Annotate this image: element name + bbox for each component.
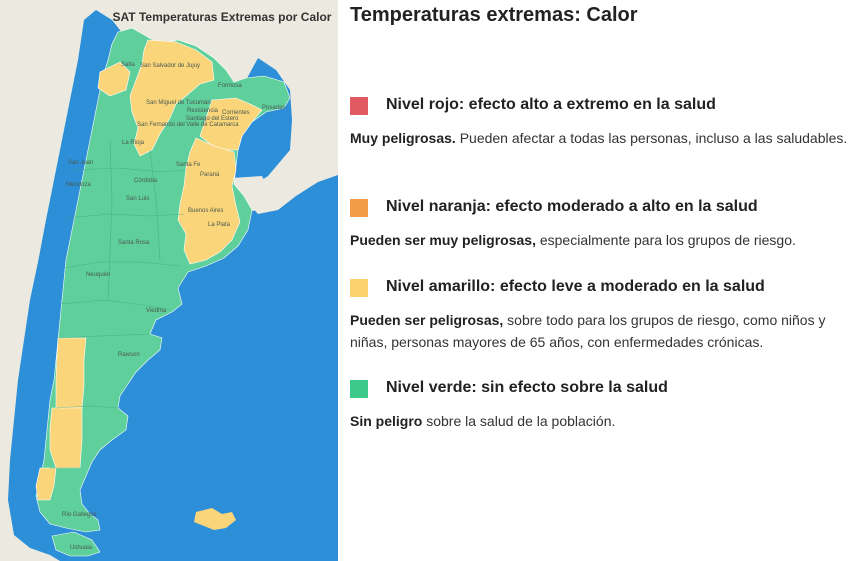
zone-yellow-malvinas [194, 508, 236, 530]
land-outside [0, 0, 338, 561]
swatch-yellow [350, 279, 368, 297]
zone-yellow-chubut [55, 337, 87, 409]
place-label: Salta [121, 62, 135, 68]
level-name: Nivel rojo: efecto alto a extremo en la … [386, 96, 716, 113]
place-label: San Miguel de Tucumán [146, 100, 211, 106]
level-desc-rest: sobre la salud de la población. [422, 413, 616, 429]
zone-green-tdf [51, 531, 101, 557]
place-label: La Plata [208, 222, 231, 228]
zone-yellow-santafe [177, 137, 241, 265]
level-green: Nivel verde: sin efecto sobre la salud S… [350, 378, 855, 432]
map-graphic [0, 0, 338, 561]
zone-yellow-jujuy [97, 61, 131, 97]
level-description: Pueden ser peligrosas, sobre todo para l… [350, 309, 855, 353]
level-desc-rest: sobre todo para los grupos de riesgo, co… [350, 312, 826, 350]
place-label: Paraná [200, 172, 220, 178]
level-yellow: Nivel amarillo: efecto leve a moderado e… [350, 277, 855, 353]
alert-map[interactable]: SAT Temperaturas Extremas por Calor Salt… [0, 0, 338, 561]
place-label: Viedma [146, 308, 167, 314]
place-label: Rawson [118, 352, 140, 358]
swatch-red [350, 97, 368, 115]
place-label: Santa Fe [176, 162, 201, 168]
level-desc-rest: Pueden afectar a todas las personas, inc… [455, 130, 848, 146]
level-description: Muy peligrosas. Pueden afectar a todas l… [350, 127, 855, 149]
place-label: Neuquén [86, 272, 111, 278]
level-desc-bold: Pueden ser peligrosas, [350, 312, 504, 328]
place-label: Santiago del Estero [186, 116, 239, 122]
level-name: Nivel verde: sin efecto sobre la salud [386, 379, 668, 396]
swatch-green [350, 380, 368, 398]
place-label: San Juan [68, 160, 94, 166]
place-label: San Fernando del Valle de Catamarca [137, 122, 239, 128]
place-label: Córdoba [134, 178, 158, 184]
level-desc-bold: Sin peligro [350, 413, 423, 429]
place-label: Santa Rosa [118, 240, 150, 246]
place-label: Ushuaia [70, 545, 93, 551]
place-label: Posadas [262, 105, 286, 111]
zone-yellow-north [129, 39, 215, 157]
place-label: La Rioja [122, 140, 145, 146]
place-label: Corrientes [222, 110, 250, 116]
place-label: Buenos Aires [188, 208, 224, 214]
level-orange: Nivel naranja: efecto moderado a alto en… [350, 197, 855, 251]
place-label: Resistencia [187, 108, 219, 114]
zone-yellow-chaco [199, 97, 263, 151]
level-description: Sin peligro sobre la salud de la poblaci… [350, 410, 855, 432]
swatch-orange [350, 199, 368, 217]
place-label: Formosa [218, 83, 242, 89]
level-red: Nivel rojo: efecto alto a extremo en la … [350, 95, 855, 149]
level-desc-rest: especialmente para los grupos de riesgo. [535, 232, 796, 248]
place-label: San Salvador de Jujuy [140, 63, 201, 69]
page-title: Temperaturas extremas: Calor [350, 4, 638, 26]
place-label: Mendoza [66, 182, 91, 188]
zone-yellow-santacruz [49, 407, 83, 469]
level-desc-bold: Pueden ser muy peligrosas, [350, 232, 536, 248]
level-description: Pueden ser muy peligrosas, especialmente… [350, 229, 855, 251]
place-label: San Luis [126, 196, 150, 202]
level-desc-bold: Muy peligrosas. [350, 130, 456, 146]
level-name: Nivel amarillo: efecto leve a moderado e… [386, 278, 765, 295]
level-name: Nivel naranja: efecto moderado a alto en… [386, 198, 758, 215]
province-borders [50, 139, 187, 469]
map-title: SAT Temperaturas Extremas por Calor [112, 10, 332, 24]
place-label: Río Gallegos [62, 512, 97, 518]
